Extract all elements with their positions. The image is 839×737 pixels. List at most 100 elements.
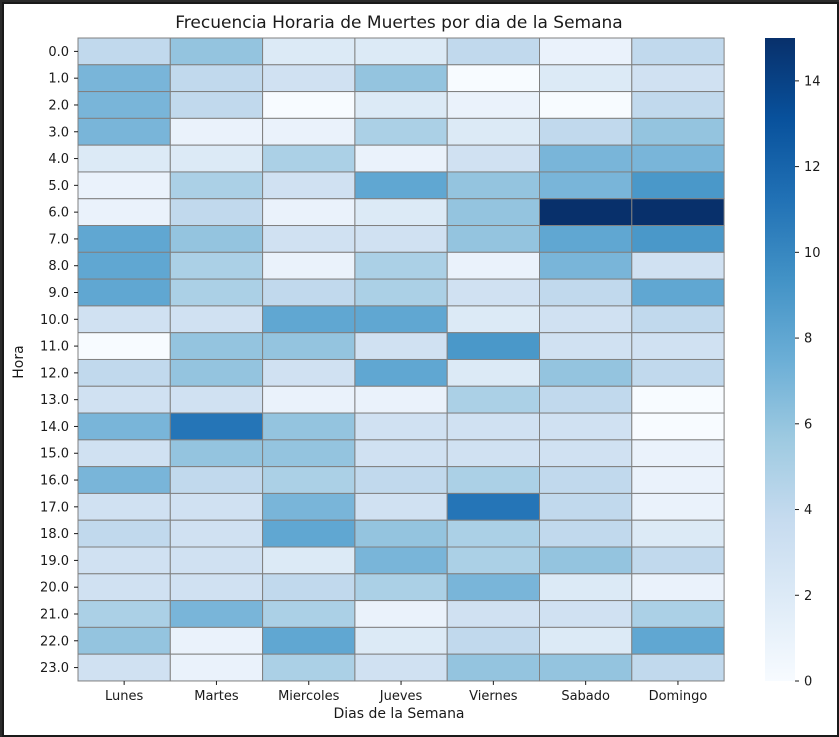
heatmap-cell [446, 332, 541, 360]
y-tick-label: 22.0 [40, 634, 69, 649]
colorbar-tick-label: 4 [804, 503, 812, 518]
x-tick-labels: Lunes Martes Miercoles Jueves Viernes Sabado D… [105, 680, 708, 704]
heatmap-chart: Frecuencia Horaria de Muertes por dia de… [11, 13, 821, 722]
y-tick-label: 16.0 [40, 474, 69, 489]
heatmap-cell [446, 546, 541, 575]
heatmap-cell [262, 37, 356, 66]
heatmap-cell [446, 385, 541, 414]
heatmap-cell [169, 412, 264, 441]
heatmap-cell [77, 91, 171, 119]
y-tick-label: 11.0 [40, 340, 69, 355]
y-tick-label: 20.0 [40, 581, 69, 596]
heatmap-cell [169, 358, 264, 387]
heatmap-cell [539, 144, 633, 173]
heatmap-cell [354, 305, 448, 334]
y-tick-labels: 0.0 1.0 2.0 3.0 4.0 5.0 6.0 7.0 8.0 9.0 10.0 11.0 12… [40, 45, 78, 676]
heatmap-cell [631, 358, 725, 387]
heatmap-cell [262, 546, 356, 575]
heatmap-cell [169, 439, 264, 468]
heatmap-cell [446, 251, 541, 280]
x-tick-label: Miercoles [278, 689, 340, 704]
heatmap-cell [169, 492, 264, 521]
heatmap-cell [539, 305, 633, 334]
heatmap-cell [262, 278, 356, 307]
heatmap-cell [354, 439, 448, 468]
heatmap-cell [631, 64, 725, 93]
heatmap-cell [77, 385, 171, 414]
heatmap-cell [539, 171, 633, 200]
heatmap-cell [77, 144, 171, 173]
heatmap-cell [539, 439, 633, 468]
heatmap-cell [631, 251, 725, 280]
heatmap-cell [539, 225, 633, 253]
heatmap-cell [262, 626, 356, 655]
heatmap-cell [77, 573, 171, 602]
heatmap-cell [77, 171, 171, 200]
heatmap-cell [446, 171, 541, 200]
heatmap-cell [539, 198, 633, 227]
heatmap-cell [539, 358, 633, 387]
heatmap-cell [446, 439, 541, 468]
heatmap-cell [169, 37, 264, 66]
heatmap-cell [169, 305, 264, 334]
heatmap-cell [631, 332, 725, 360]
y-tick-label: 1.0 [48, 72, 69, 87]
x-tick-label: Domingo [649, 689, 708, 704]
heatmap-cell [77, 600, 171, 628]
x-tick-label: Jueves [379, 689, 423, 704]
heatmap-cell [354, 198, 448, 227]
heatmap-cell [354, 117, 448, 146]
y-tick-label: 4.0 [48, 152, 69, 167]
heatmap-cell [77, 198, 171, 227]
y-tick-label: 14.0 [40, 420, 69, 435]
heatmap-cell [631, 305, 725, 334]
heatmap-cell [446, 117, 541, 146]
heatmap-cell [262, 519, 356, 548]
heatmap-cell [539, 251, 633, 280]
heatmap-cell [354, 546, 448, 575]
heatmap-cell [169, 144, 264, 173]
heatmap-cell [262, 198, 356, 227]
heatmap-cell [539, 573, 633, 602]
heatmap-cell [77, 653, 171, 682]
heatmap-cell [446, 358, 541, 387]
heatmap-cell [77, 492, 171, 521]
heatmap-cell [539, 653, 633, 682]
heatmap-cell [77, 358, 171, 387]
heatmap-cell [631, 653, 725, 682]
heatmap-cell [169, 332, 264, 360]
y-tick-label: 9.0 [48, 286, 69, 301]
heatmap-cell [631, 225, 725, 253]
heatmap-cell [446, 466, 541, 494]
heatmap-cell [169, 626, 264, 655]
heatmap-cell [262, 385, 356, 414]
heatmap-cell [354, 653, 448, 682]
heatmap-cell [446, 305, 541, 334]
heatmap-cell [631, 171, 725, 200]
heatmap-cell [446, 278, 541, 307]
heatmap-cell [262, 653, 356, 682]
heatmap-cell [169, 225, 264, 253]
heatmap-cell [631, 91, 725, 119]
heatmap-cell [631, 144, 725, 173]
heatmap-cell [77, 519, 171, 548]
heatmap-cell [446, 91, 541, 119]
heatmap-cell [446, 144, 541, 173]
heatmap-cell [539, 117, 633, 146]
y-tick-label: 12.0 [40, 366, 69, 381]
heatmap-cell [77, 278, 171, 307]
heatmap-cell [446, 492, 541, 521]
heatmap-cell [446, 600, 541, 628]
x-axis-label: Dias de la Semana [333, 706, 464, 722]
heatmap-cell [77, 251, 171, 280]
chart-title: Frecuencia Horaria de Muertes por dia de… [175, 13, 622, 33]
heatmap-cell [631, 546, 725, 575]
y-tick-label: 7.0 [48, 232, 69, 247]
heatmap-cells [77, 37, 725, 682]
heatmap-cell [631, 37, 725, 66]
heatmap-cell [539, 626, 633, 655]
heatmap-cell [631, 278, 725, 307]
heatmap-cell [539, 385, 633, 414]
heatmap-cell [77, 64, 171, 93]
y-tick-label: 2.0 [48, 98, 69, 113]
